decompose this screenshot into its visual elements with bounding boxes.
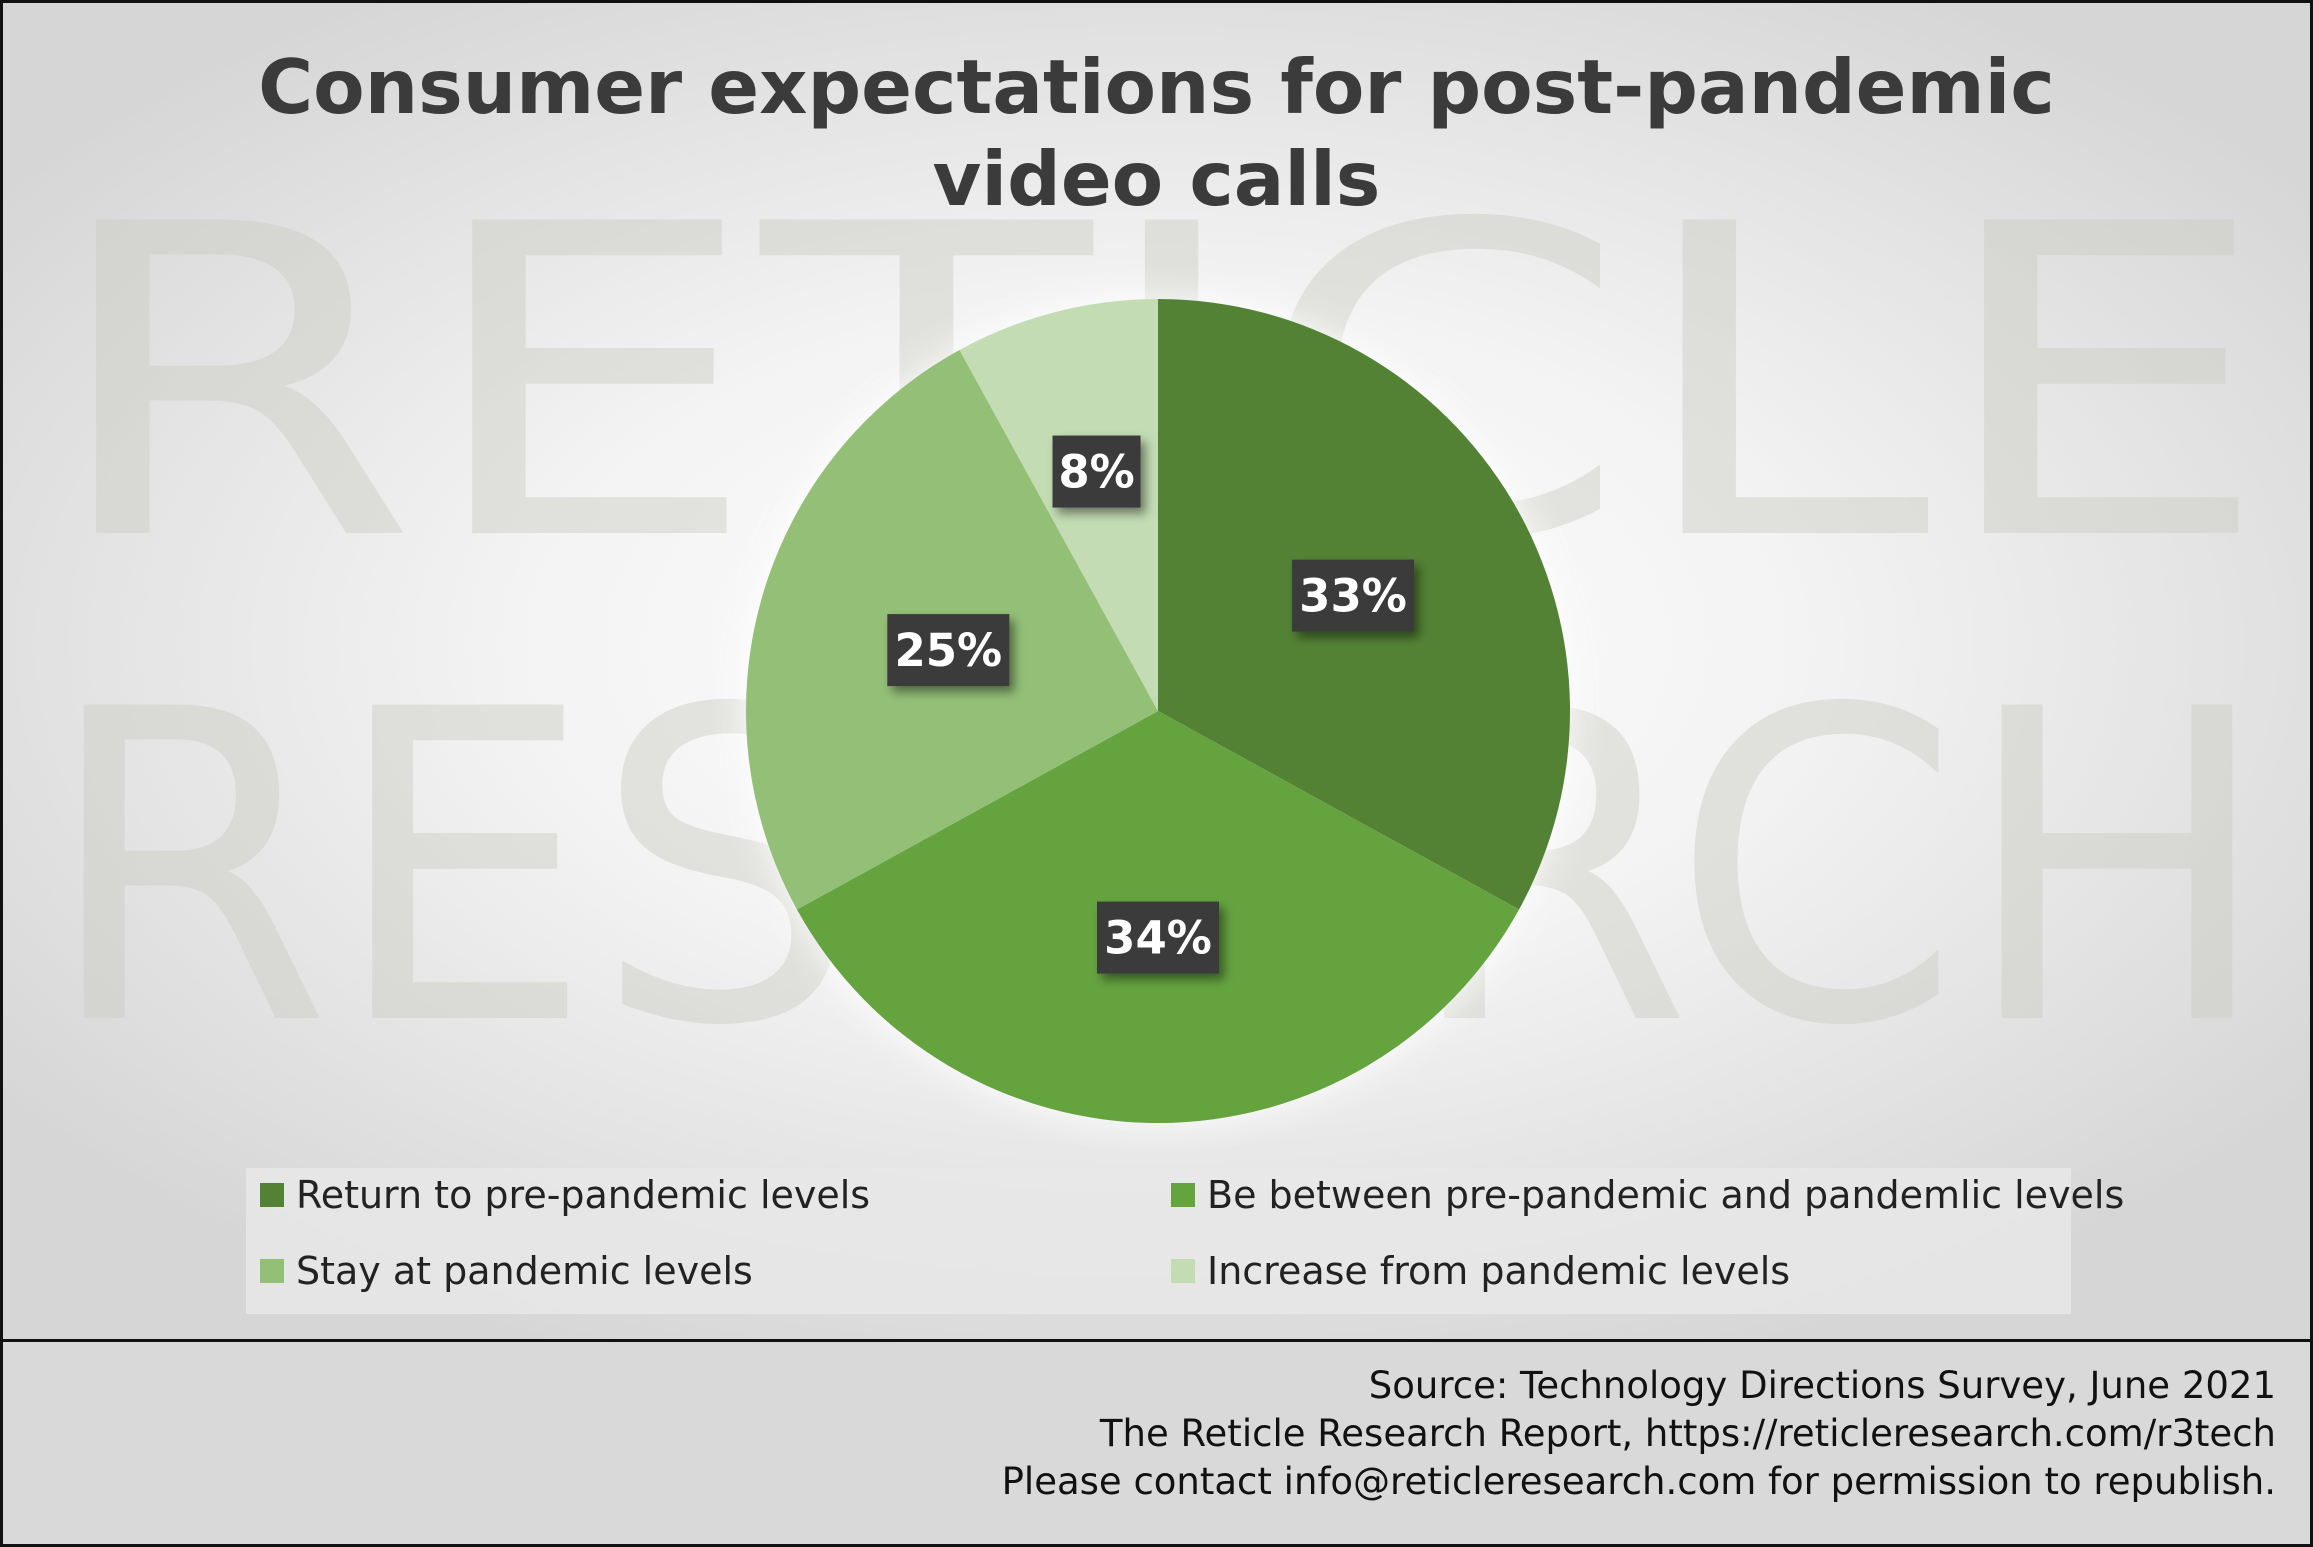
legend-swatch [1171, 1183, 1195, 1207]
footer-source: Source: Technology Directions Survey, Ju… [1368, 1364, 2276, 1407]
footer-divider [3, 1339, 2310, 1342]
title-line-2: video calls [932, 135, 1381, 223]
data-label-box [887, 614, 1010, 687]
legend-item-4: Increase from pandemic levels [1171, 1246, 1790, 1296]
legend-item-2: Be between pre-pandemic and pandemlic le… [1171, 1170, 2124, 1220]
footer-contact: Please contact info@reticleresearch.com … [1001, 1460, 2276, 1503]
chart-area: RETICLE RESEARCH Consumer expectations f… [3, 3, 2310, 1339]
legend-label: Return to pre-pandemic levels [296, 1173, 871, 1217]
pie-chart: 33% 34% 25% 8% [746, 299, 1571, 1123]
legend-label: Be between pre-pandemic and pandemlic le… [1207, 1173, 2125, 1217]
legend-label: Increase from pandemic levels [1207, 1249, 1791, 1293]
data-label-2: 34% [1097, 901, 1219, 974]
data-label-box [1097, 901, 1219, 974]
legend-item-1: Return to pre-pandemic levels [260, 1170, 870, 1220]
footer: Source: Technology Directions Survey, Ju… [3, 1342, 2310, 1544]
data-label-box [1052, 435, 1141, 508]
data-label-1: 33% [1292, 559, 1415, 632]
data-label-text: 8% [1058, 446, 1134, 499]
data-label-3: 25% [887, 614, 1010, 687]
data-label-box [1292, 559, 1415, 632]
legend-swatch [260, 1259, 284, 1283]
data-label-text: 33% [1299, 570, 1407, 623]
legend-item-3: Stay at pandemic levels [260, 1246, 753, 1296]
legend: Return to pre-pandemic levels Be between … [246, 1168, 2124, 1314]
title-line-1: Consumer expectations for post-pandemic [258, 43, 2055, 131]
legend-label: Stay at pandemic levels [296, 1249, 753, 1293]
legend-swatch [1171, 1259, 1195, 1283]
chart-title: Consumer expectations for post-pandemic … [3, 41, 2310, 225]
data-label-text: 25% [894, 624, 1002, 677]
data-label-text: 34% [1104, 912, 1212, 965]
footer-report: The Reticle Research Report, https://ret… [1099, 1412, 2276, 1455]
data-label-4: 8% [1052, 435, 1141, 508]
legend-swatch [260, 1183, 284, 1207]
